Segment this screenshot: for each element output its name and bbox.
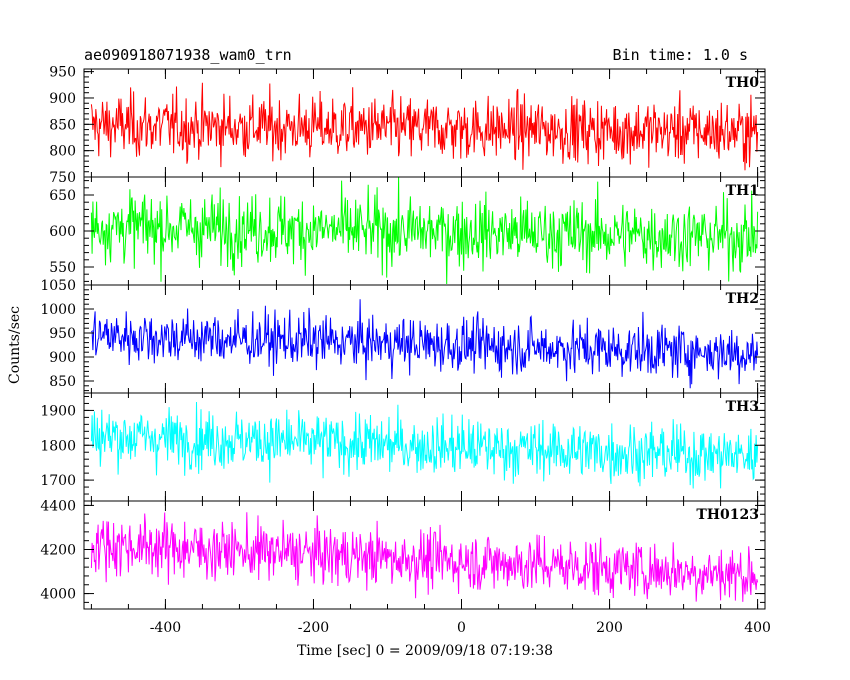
- y-tick-label: 850: [49, 374, 76, 390]
- y-tick-label: 900: [49, 350, 76, 366]
- panel-label-th1: TH1: [726, 183, 759, 199]
- y-tick-label: 650: [49, 188, 76, 204]
- y-tick-label: 1900: [40, 403, 76, 419]
- chart-title: ae090918071938_wam0_trn: [84, 46, 292, 64]
- y-tick-label: 900: [49, 91, 76, 107]
- x-tick-label: -400: [150, 620, 181, 636]
- y-tick-label: 600: [49, 224, 76, 240]
- y-tick-label: 4000: [40, 587, 76, 603]
- x-tick-label: -200: [298, 620, 329, 636]
- bin-time-label: Bin time: 1.0 s: [612, 46, 748, 64]
- y-tick-label: 1700: [40, 473, 76, 489]
- series-line-th0: [90, 82, 759, 171]
- panel-label-th0123: TH0123: [696, 507, 759, 523]
- y-tick-label: 550: [49, 260, 76, 276]
- series-line-th3: [90, 401, 759, 489]
- y-tick-label: 4200: [40, 542, 76, 558]
- x-tick-label: 400: [744, 620, 771, 636]
- y-tick-label: 950: [49, 65, 76, 81]
- series-line-th2: [91, 299, 759, 389]
- x-tick-label: 0: [457, 620, 466, 636]
- y-tick-label: 850: [49, 117, 76, 133]
- y-axis-label: Counts/sec: [7, 306, 23, 384]
- y-tick-label: 1800: [40, 438, 76, 454]
- y-tick-label: 1000: [40, 302, 76, 318]
- y-tick-label: 750: [49, 170, 76, 186]
- panel-label-th2: TH2: [726, 291, 759, 307]
- series-line-th1: [90, 177, 759, 285]
- y-tick-label: 800: [49, 144, 76, 160]
- x-axis-label: Time [sec] 0 = 2009/09/18 07:19:38: [297, 643, 553, 659]
- panel-label-th3: TH3: [726, 399, 759, 415]
- x-tick-label: 200: [596, 620, 623, 636]
- panel-label-th0: TH0: [726, 75, 760, 91]
- y-tick-label: 1050: [40, 278, 76, 294]
- series-line-th0123: [90, 512, 759, 602]
- y-tick-label: 4400: [40, 498, 76, 514]
- y-tick-label: 950: [49, 326, 76, 342]
